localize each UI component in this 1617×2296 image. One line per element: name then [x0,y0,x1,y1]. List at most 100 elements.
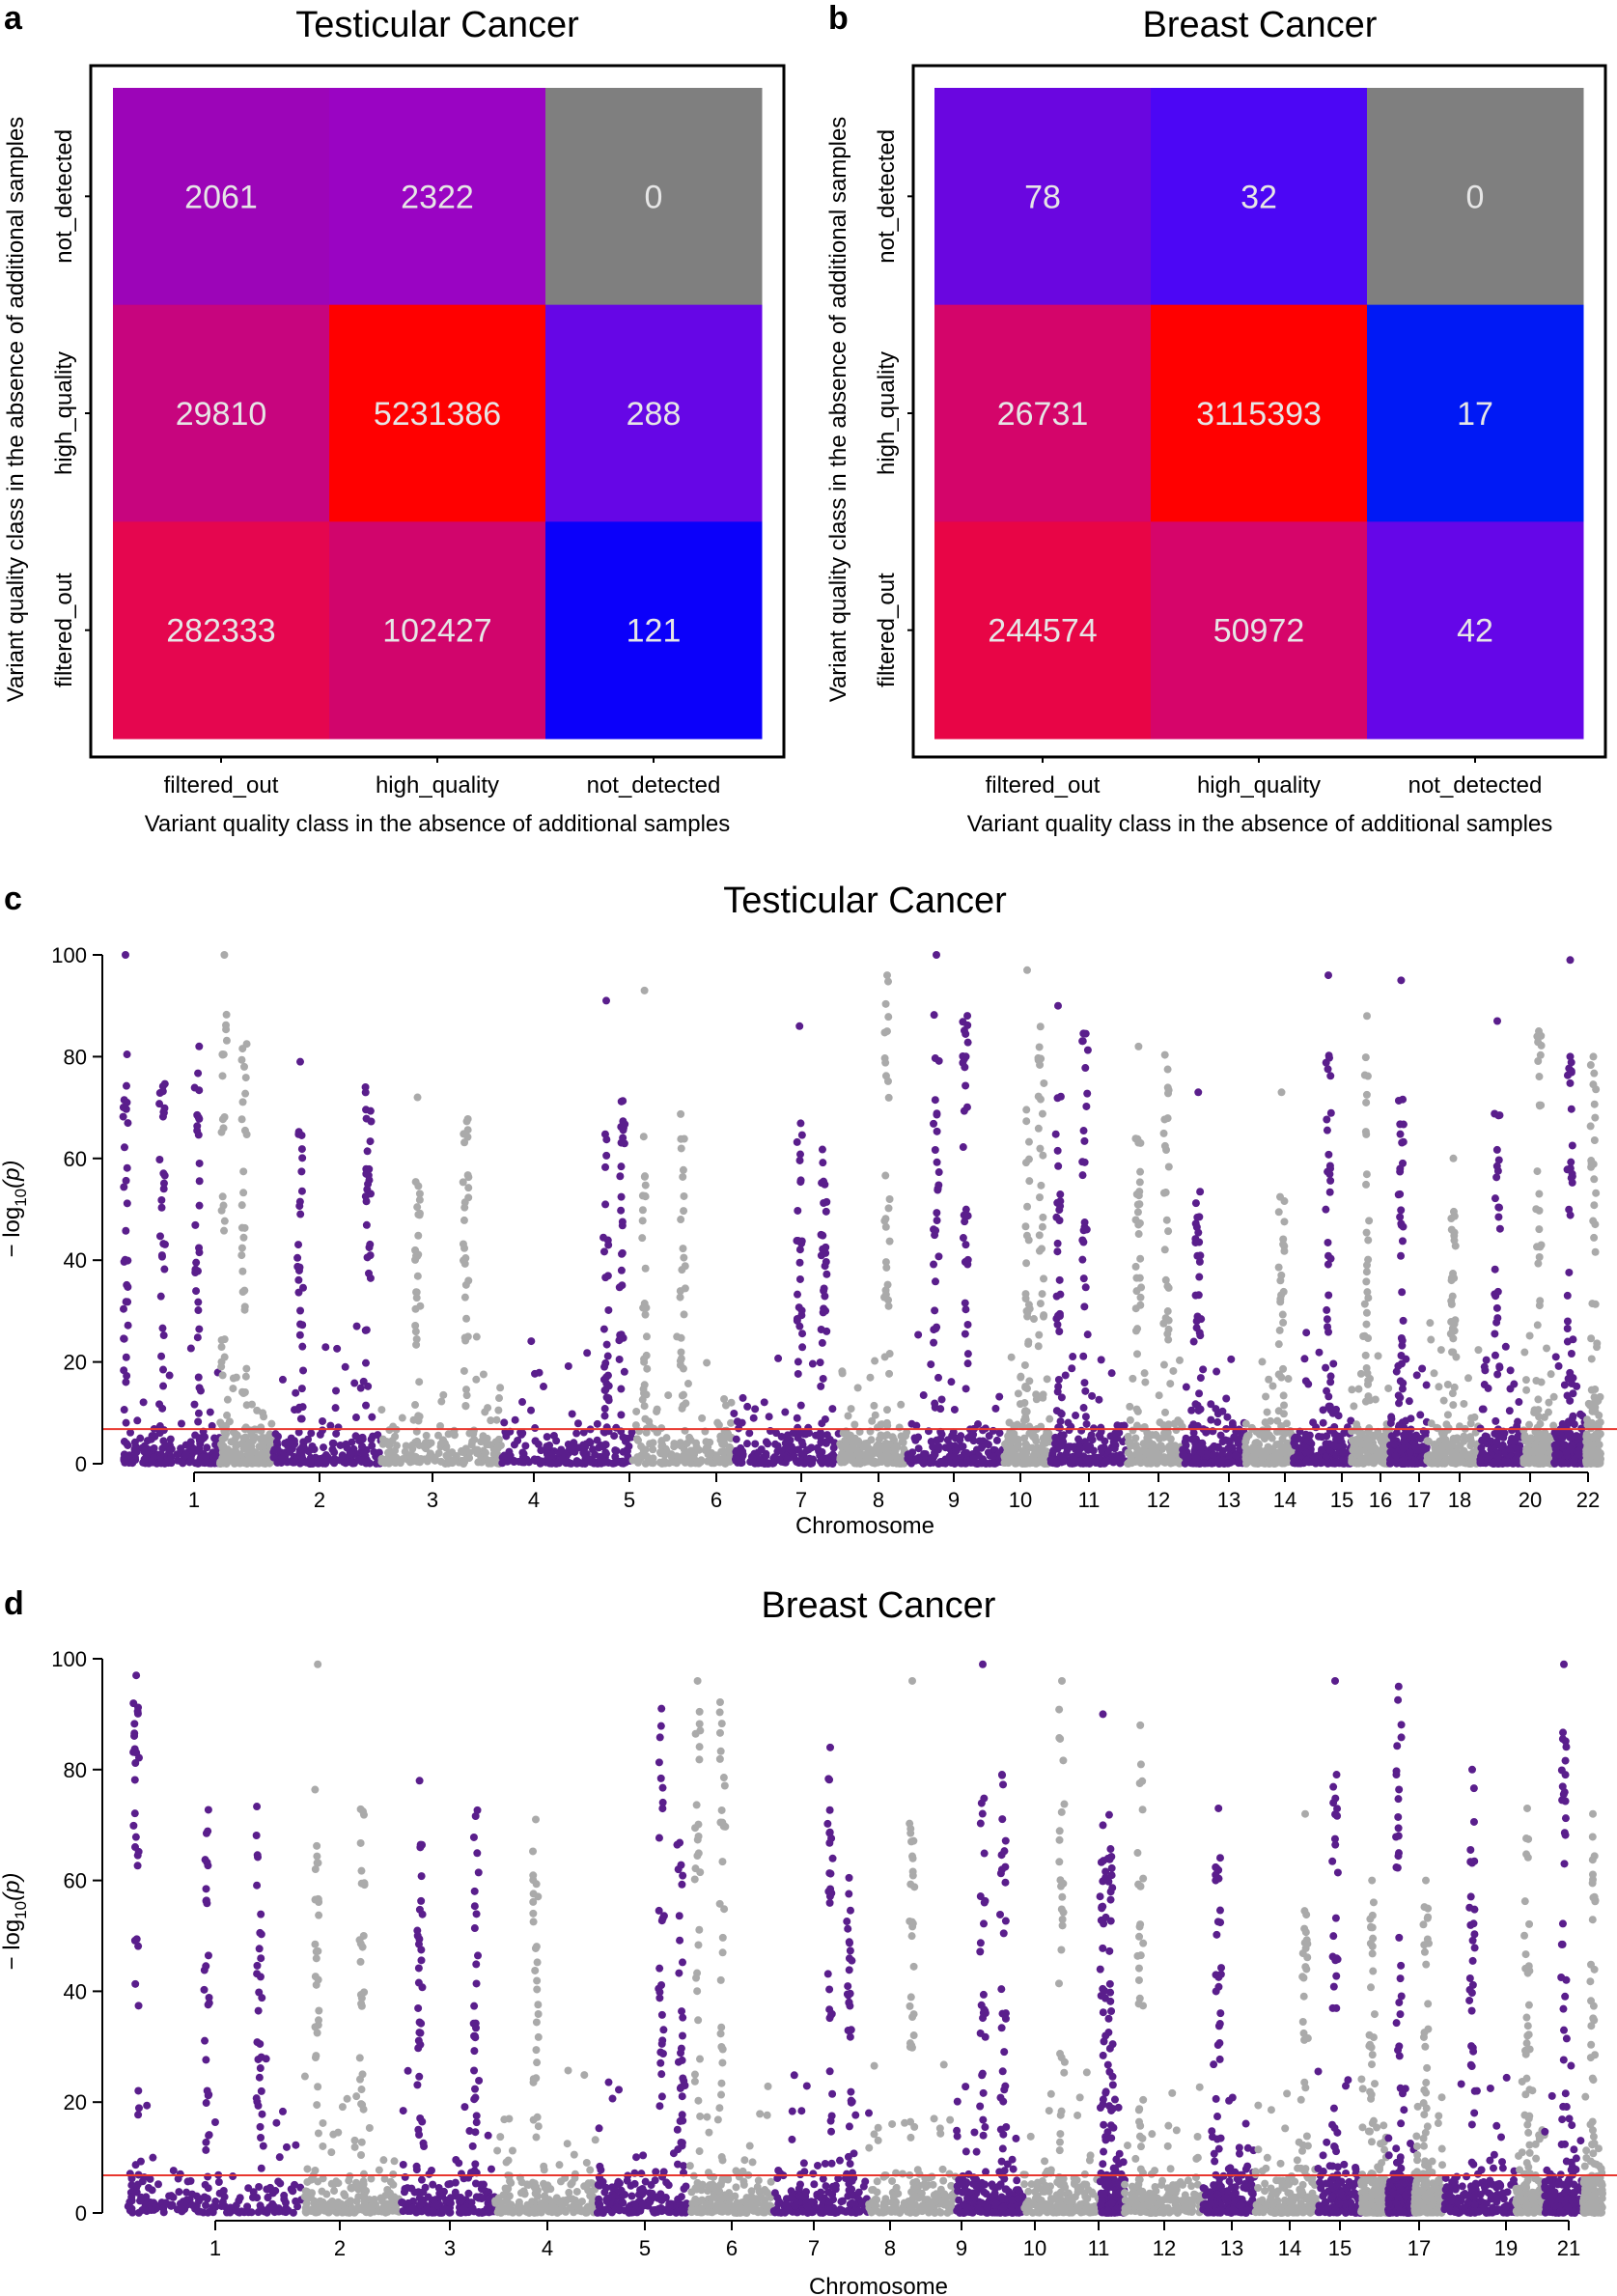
chr-9-point [931,1306,939,1315]
chr-7-point [793,1414,801,1422]
chr-9-point [963,1038,972,1047]
chr-3-point [294,1275,303,1284]
chr-3-point [295,1330,304,1339]
chr-5-point [615,1355,624,1363]
chr-3-point [332,1386,341,1395]
chr-7-point [742,1440,751,1448]
chr-9-point [963,1212,972,1220]
chr-3-point [297,1385,306,1393]
chr-21-point [1568,1141,1576,1150]
chr-4-point [439,1390,448,1399]
chr-5-point [619,1333,627,1342]
chr-3-point [362,1457,371,1466]
chr-15-point [1291,1442,1299,1450]
chr-13-point [1200,1459,1209,1468]
chr-10-point [1035,1231,1044,1240]
chr-11-point [1088,1391,1097,1400]
chr-20-point [1535,1253,1544,1262]
chr-7-point [781,1458,790,1467]
chr-17-point [1399,1379,1408,1387]
chr-1-point [201,1459,209,1468]
chr-17-point [1386,1456,1395,1465]
chr-1-point [131,1442,140,1451]
chr-15-point [1324,1328,1333,1336]
chr-6-point [641,1310,650,1319]
chr-1-point [120,1366,128,1375]
chromosome-tick-label: 6 [711,1488,722,1512]
chr-16-point [1364,1255,1373,1264]
chr-1-point [195,1201,204,1210]
chr-7-point [738,1418,746,1427]
chr-4-point [463,1171,472,1180]
chr-12-point [1134,1042,1143,1050]
chr-2-point [240,1223,249,1232]
chr-10-point [1035,1043,1044,1051]
chr-12-point [1141,1378,1150,1386]
chr-15-point [1329,1359,1338,1368]
chr-4-point [412,1340,421,1349]
chr-12-point [1174,1416,1183,1425]
chr-1-point [119,1304,127,1313]
chr-20-point [1535,1027,1543,1036]
chr-7-point [796,1176,805,1185]
panel-label-b: b [828,0,849,37]
panel-label-c: c [4,881,22,917]
chr-17-point [1412,1371,1421,1380]
chr-11-point [1095,1395,1103,1404]
chr-3-point [294,1266,303,1274]
chr-20-point [1535,1225,1544,1234]
heatmap-title-testicular: Testicular Cancer [295,5,579,45]
chr-20-point [1543,1344,1551,1353]
chr-6-point [640,986,649,994]
chr-16-point [1364,1334,1373,1343]
chr-9-point [950,1459,959,1468]
chr-6-point [640,1172,649,1181]
chr-7-point [781,1408,790,1416]
chr-14-point [1241,1419,1250,1428]
y-tick-label: 20 [64,1351,87,1375]
chr-19-point [1495,1203,1504,1212]
chr-17-point [1400,1459,1408,1468]
chr-6-point [638,1217,647,1225]
chr-6-point [680,1390,688,1399]
chr-5-point [601,1162,610,1171]
chr-5-point [537,1457,545,1466]
chr-18-point [1466,1442,1475,1450]
manhattan-points [119,951,1604,1468]
chr-12-point [1132,1405,1141,1414]
chr-11-point [1078,1255,1087,1264]
chr-6-point [640,1388,649,1397]
heatmap-cell-value: 5231386 [374,396,501,433]
chr-16-point [1350,1402,1358,1411]
chr-11-point [1079,1274,1088,1283]
chr-20-point [1535,1302,1544,1310]
chr-3-point [297,1145,306,1154]
chr-9-point [963,1350,972,1358]
chr-5-point [600,1412,609,1420]
chr-3-point [348,1438,356,1446]
chr-9-point [959,1143,967,1152]
chr-6-point [678,1266,686,1274]
chr-15-point [1318,1458,1326,1467]
chr-12-point [1164,1335,1173,1344]
heatmap-cell-value: 26731 [997,396,1089,433]
chr-2-point [219,1124,228,1133]
chr-14-point [1279,1240,1288,1248]
chr-7-point [797,1131,806,1139]
chr-7-point [739,1393,747,1402]
chr-4-point [433,1431,442,1440]
chr-17-point [1399,1120,1408,1129]
chr-6-point [680,1134,688,1143]
chr-9-point [992,1436,1001,1444]
chr-6-point [686,1459,695,1468]
chr-6-point [632,1407,641,1415]
heatmap-cell-value: 0 [645,179,663,215]
chr-5-point [539,1383,547,1391]
chr-11-point [1086,1434,1095,1442]
chr-2-point [242,1401,251,1410]
chr-22-point [1589,1052,1598,1061]
chr-12-point [1159,1421,1168,1430]
manhattan-title-breast: Breast Cancer [762,1585,996,1626]
